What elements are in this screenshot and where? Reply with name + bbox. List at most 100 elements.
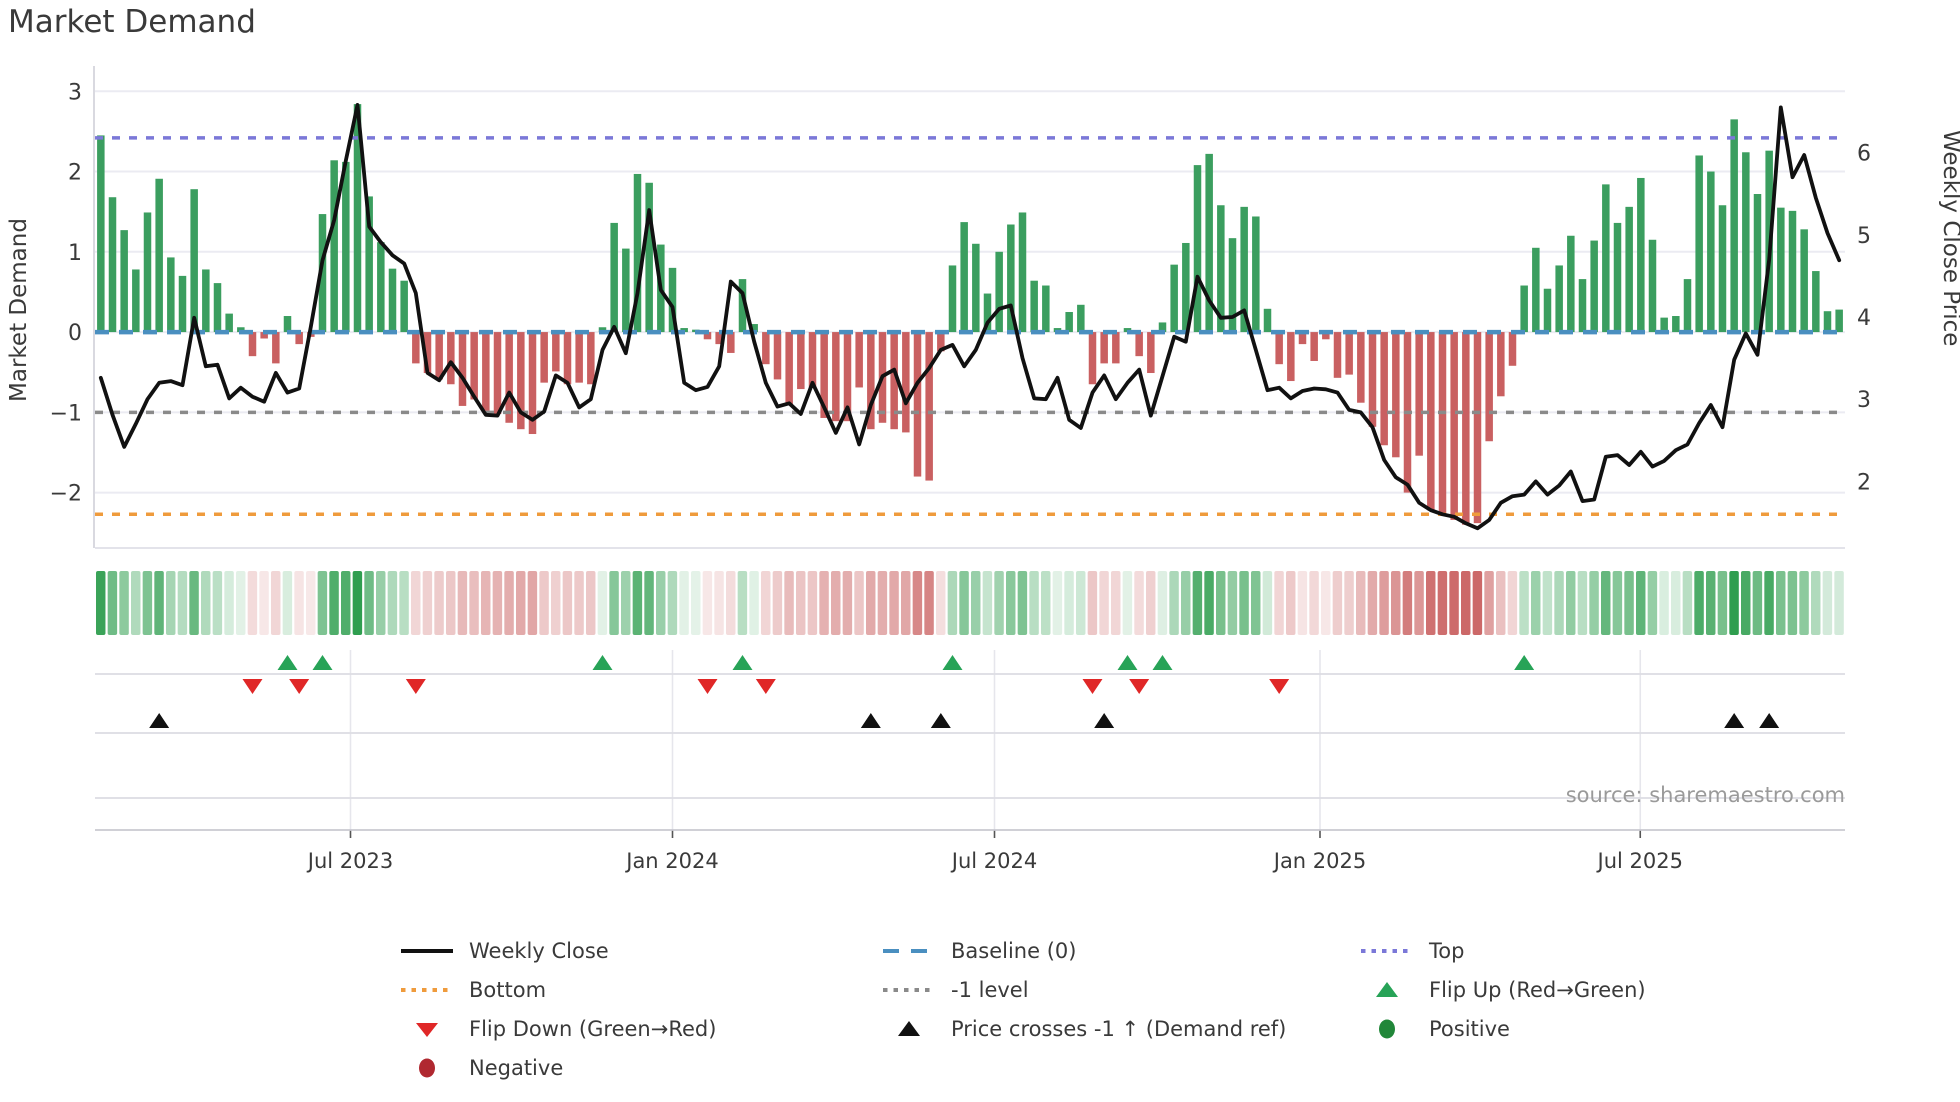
heatmap-cell [154,571,164,635]
heatmap-cell [702,571,713,635]
flip-down-marker [697,679,718,694]
heatmap-cell [889,571,899,635]
page-title: Market Demand [8,4,256,40]
demand-bar [517,332,525,430]
dotted-legend-icon [1361,948,1413,953]
demand-bar [1462,332,1470,525]
heatmap-cell [1204,571,1214,635]
circle-legend-icon [419,1058,435,1077]
legend-item: Baseline (0) [881,931,1286,970]
heatmap-cell [597,571,608,635]
demand-bar [1683,279,1692,333]
demand-bar [1753,194,1762,333]
heatmap-cell [1239,571,1249,635]
heatmap-cell [1612,571,1623,635]
flip-down-marker [1129,679,1150,694]
heatmap-cell [621,571,631,635]
left-tick-label: 3 [68,80,82,105]
dotted-legend-icon [883,987,935,992]
heatmap-cell [586,571,596,635]
heatmap-cell [749,571,759,635]
demand-bar [423,332,432,374]
legend-label: Bottom [469,977,547,1002]
demand-bar [272,332,280,364]
heatmap-cell [551,571,561,635]
legend-item: Price crosses -1 ↑ (Demand ref) [881,1009,1286,1048]
demand-bar [797,332,805,390]
heatmap-cell [1472,571,1483,635]
chart-legend: Weekly Close Bottom Flip Down (Green→Red) N… [0,931,1960,1096]
heatmap-cell [982,571,993,635]
heatmap-cell [399,571,409,635]
heatmap-cell [691,571,701,635]
right-axis-title: Weekly Close Price [1938,130,1960,347]
demand-bar [1018,212,1027,333]
demand-bar [1788,210,1797,333]
legend-label: -1 level [951,977,1029,1002]
demand-bar [178,275,187,333]
heatmap-cell [1414,571,1424,635]
demand-bar [1812,271,1820,333]
heatmap-cell [1811,571,1821,635]
demand-bar [575,332,583,383]
demand-bar [1310,332,1318,361]
heatmap-cell [1157,571,1168,635]
heatmap-cell [142,571,153,635]
demand-bar [143,212,152,333]
heatmap-cell [1332,571,1343,635]
source-attribution: source: sharemaestro.com [1565,783,1845,807]
demand-bar [598,327,607,333]
heatmap-cell [854,571,864,635]
demand-bar [365,196,373,333]
demand-bar [1730,119,1738,333]
heatmap-cell [1251,571,1261,635]
heatmap-cell [1717,571,1728,635]
flip-down-marker [242,679,263,694]
demand-bar [960,222,968,333]
legend-item: -1 level [881,970,1286,1009]
demand-bar [1777,207,1785,333]
demand-bar [1275,332,1283,365]
demand-bar [1193,165,1202,333]
x-tick-label: Jan 2025 [1272,849,1367,873]
demand-bar [1508,332,1517,366]
heatmap-cell [1029,571,1039,635]
demand-bar [1345,332,1353,375]
heatmap-cell [282,571,293,635]
heatmap-cell [901,571,911,635]
legend-column-1: Weekly Close Bottom Flip Down (Green→Red) N… [399,931,716,1087]
heatmap-cell [259,571,269,635]
heatmap-cell [959,571,969,635]
heatmap-cell [1671,571,1681,635]
price-cross-marker [1759,713,1780,728]
heatmap-cell [796,571,806,635]
heatmap-cell [224,571,234,635]
flip-up-marker [732,655,753,670]
heatmap-cell [166,571,176,635]
heatmap-cell [1519,571,1529,635]
demand-bar [1298,332,1307,345]
heatmap-cell [1776,571,1786,635]
right-tick-label: 5 [1857,224,1871,249]
left-tick-label: 1 [68,241,82,266]
price-cross-marker [1724,713,1745,728]
demand-bar [1473,332,1482,524]
demand-bar [1007,224,1015,333]
demand-bar [353,104,362,333]
demand-bar [1450,332,1458,520]
legend-item: Top [1359,931,1646,970]
demand-bar [995,251,1003,333]
demand-bar [1182,242,1190,333]
flip-up-marker [1152,655,1173,670]
demand-bar [458,332,467,406]
heatmap-cell [236,571,246,635]
demand-bar [1333,332,1342,378]
heatmap-cell [1356,571,1366,635]
demand-bar [1357,332,1365,403]
flip-up-marker [312,655,333,670]
heatmap-cell [201,571,211,635]
heatmap-cell [376,571,386,635]
legend-item: Flip Up (Red→Green) [1359,970,1646,1009]
heatmap-cell [936,571,946,635]
legend-item: Negative [399,1048,716,1087]
